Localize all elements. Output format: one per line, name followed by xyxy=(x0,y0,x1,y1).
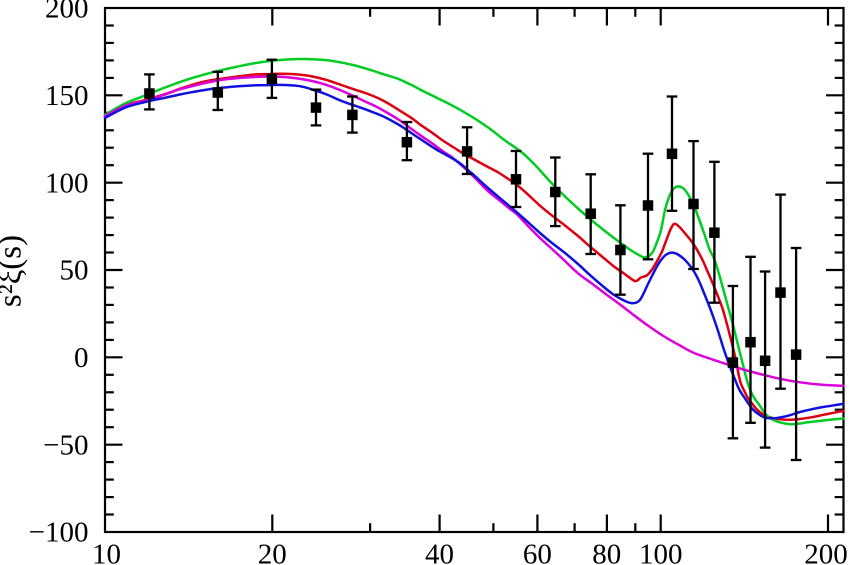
svg-text:200: 200 xyxy=(45,0,89,25)
svg-text:200: 200 xyxy=(804,538,848,565)
svg-text:100: 100 xyxy=(45,167,89,199)
svg-text:150: 150 xyxy=(45,80,89,112)
svg-text:20: 20 xyxy=(258,538,287,565)
svg-text:10: 10 xyxy=(92,538,121,565)
svg-text:100: 100 xyxy=(639,538,683,565)
svg-text:60: 60 xyxy=(523,538,552,565)
svg-text:−50: −50 xyxy=(43,429,88,461)
svg-text:50: 50 xyxy=(60,255,89,287)
svg-text:0: 0 xyxy=(74,342,89,374)
svg-text:40: 40 xyxy=(425,538,454,565)
svg-text:−100: −100 xyxy=(29,517,89,549)
svg-text:80: 80 xyxy=(592,538,621,565)
svg-text:s²ξ(s): s²ξ(s) xyxy=(0,235,29,307)
